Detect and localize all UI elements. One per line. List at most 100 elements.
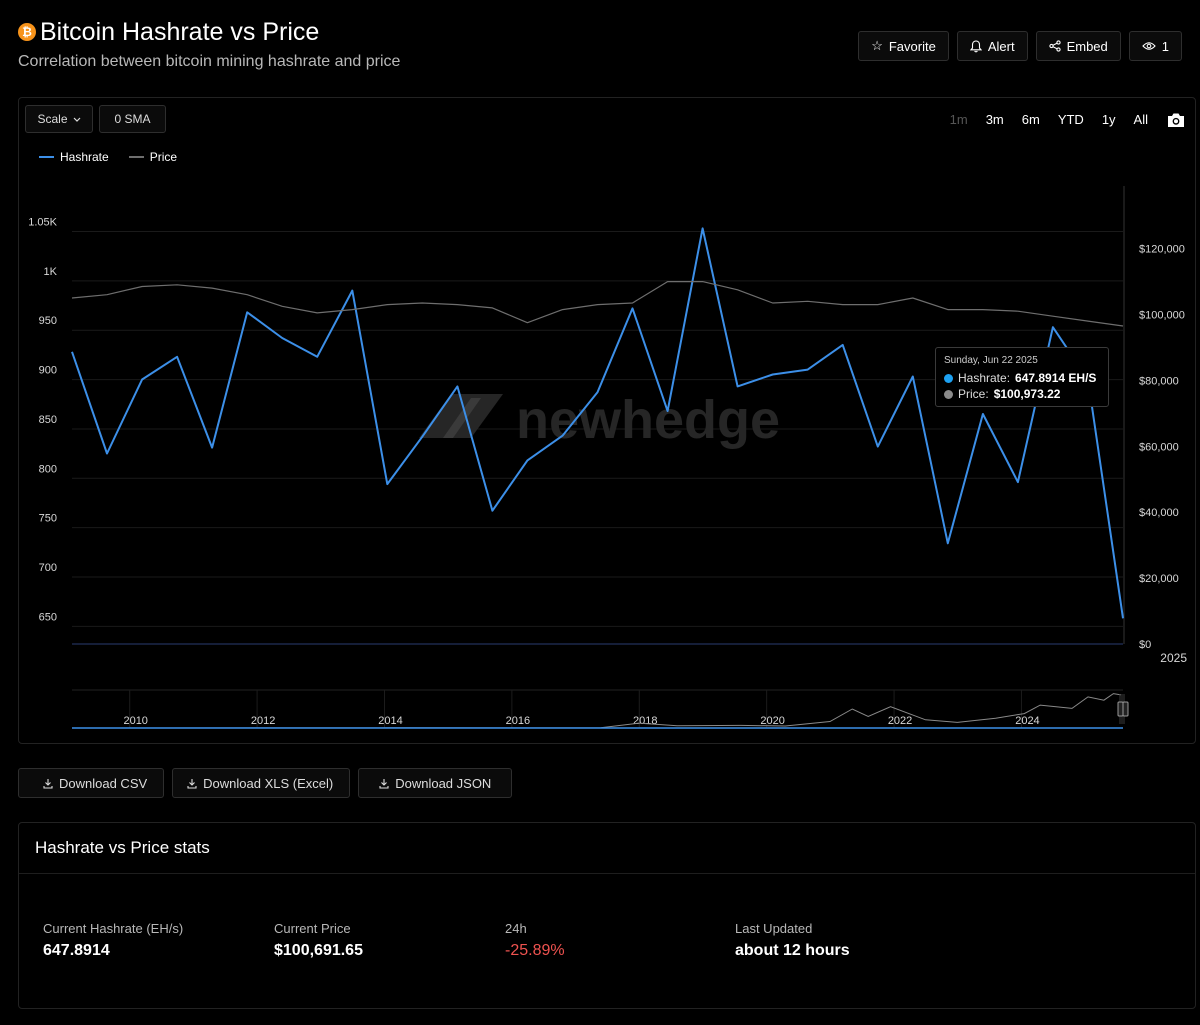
- watermark: newhedge: [419, 390, 780, 450]
- download-xls-button[interactable]: Download XLS (Excel): [172, 768, 351, 798]
- navigator-tick-label: 2018: [633, 715, 657, 727]
- navigator-price-line: [71, 693, 1122, 729]
- download-row: Download CSV Download XLS (Excel) Downlo…: [18, 768, 513, 798]
- y-right-tick-label: $120,000: [1139, 244, 1185, 256]
- navigator-tick-label: 2012: [251, 715, 275, 727]
- stat-hashrate-value: 647.8914: [43, 942, 110, 959]
- stat-change-value: -25.89%: [505, 942, 565, 959]
- navigator-tick-label: 2014: [378, 715, 402, 727]
- download-csv-button[interactable]: Download CSV: [18, 768, 165, 798]
- y-left-tick-label: 800: [39, 463, 57, 475]
- alert-label: Alert: [987, 38, 1015, 54]
- navigator-handle[interactable]: [1117, 701, 1124, 717]
- stat-updated-label: Last Updated: [735, 921, 813, 936]
- download-json-label: Download JSON: [395, 775, 492, 791]
- range-all[interactable]: All: [1133, 112, 1148, 127]
- y-left-tick-label: 900: [39, 365, 57, 377]
- download-csv-label: Download CSV: [59, 775, 148, 791]
- y-left-tick-label: 950: [39, 315, 57, 327]
- navigator-tick-label: 2010: [123, 715, 147, 727]
- tooltip-hashrate-row: Hashrate: 647.8914 EH/S: [944, 371, 1100, 385]
- range-selector: 1m 3m 6m YTD 1y All: [941, 108, 1185, 132]
- tooltip-hashrate-dot: [944, 373, 953, 383]
- watermark-text: newhedge: [516, 390, 780, 450]
- y-right-tick-label: $40,000: [1139, 507, 1179, 519]
- chart-canvas: newhedge 650 700 750 800 850 900 950 1K 1.05K $0 $…: [28, 186, 1187, 729]
- stats-divider: [19, 873, 1195, 874]
- download-icon: [187, 778, 197, 789]
- range-3m[interactable]: 3m: [985, 112, 1004, 127]
- sma-label: 0 SMA: [114, 112, 151, 126]
- stat-hashrate: Current Hashrate (EH/s) 647.8914: [43, 921, 183, 960]
- chevron-down-icon: [73, 117, 80, 122]
- bell-icon: [969, 39, 982, 52]
- alert-button[interactable]: Alert: [956, 31, 1028, 61]
- tooltip-price-value: $100,973.22: [993, 387, 1061, 401]
- page-subtitle: Correlation between bitcoin mining hashr…: [18, 53, 401, 70]
- stat-price-value: $100,691.65: [274, 942, 363, 959]
- range-1m[interactable]: 1m: [949, 112, 968, 127]
- views-button[interactable]: 1: [1128, 31, 1182, 61]
- page-header: ₿ Bitcoin Hashrate vs Price Correlation …: [18, 18, 1182, 78]
- stat-updated-value: about 12 hours: [735, 942, 850, 959]
- download-xls-label: Download XLS (Excel): [203, 775, 334, 791]
- tooltip-price-label: Price:: [958, 387, 989, 401]
- favorite-button[interactable]: ☆ Favorite: [858, 31, 949, 61]
- embed-button[interactable]: Embed: [1035, 31, 1121, 61]
- series-line-price: [71, 281, 1124, 327]
- stats-panel: Hashrate vs Price stats Current Hashrate…: [18, 822, 1196, 1009]
- x-tick-label: 2025: [1160, 651, 1187, 665]
- range-6m[interactable]: 6m: [1021, 112, 1040, 127]
- stat-hashrate-label: Current Hashrate (EH/s): [43, 921, 184, 936]
- y-left-tick-label: 750: [39, 513, 57, 525]
- tooltip-hashrate-value: 647.8914 EH/S: [1015, 371, 1097, 385]
- download-json-button[interactable]: Download JSON: [358, 768, 513, 798]
- tooltip-price-dot: [944, 389, 953, 399]
- y-right-tick-label: $100,000: [1139, 310, 1185, 322]
- legend-hashrate[interactable]: Hashrate: [39, 150, 109, 164]
- stat-change: 24h -25.89%: [505, 921, 565, 960]
- legend-swatch-hashrate: [39, 156, 54, 158]
- newhedge-logo-icon-accent: [443, 398, 481, 438]
- navigator-tick-label: 2024: [1015, 715, 1039, 727]
- bitcoin-icon: ₿: [18, 23, 36, 41]
- share-icon: [1048, 40, 1061, 52]
- favorite-label: Favorite: [888, 38, 936, 54]
- download-icon: [379, 778, 389, 789]
- range-1y[interactable]: 1y: [1101, 112, 1116, 127]
- scale-label: Scale: [37, 112, 68, 126]
- stat-updated: Last Updated about 12 hours: [735, 921, 850, 960]
- range-ytd[interactable]: YTD: [1057, 112, 1084, 127]
- stat-price: Current Price $100,691.65: [274, 921, 363, 960]
- y-left-tick-label: 1.05K: [28, 217, 57, 229]
- navigator-handle[interactable]: [1122, 701, 1129, 717]
- series-line-hashrate: [71, 227, 1124, 619]
- tooltip-price-row: Price: $100,973.22: [944, 387, 1100, 401]
- sma-button[interactable]: 0 SMA: [99, 105, 166, 133]
- star-icon: ☆: [871, 38, 883, 53]
- y-right-tick-label: $0: [1139, 639, 1151, 651]
- legend-swatch-price: [128, 156, 144, 158]
- y-right-tick-label: $60,000: [1139, 441, 1179, 453]
- y-left-tick-label: 1K: [44, 266, 58, 278]
- legend-label-price: Price: [149, 150, 178, 164]
- navigator-tick-label: 2016: [506, 715, 530, 727]
- legend-price[interactable]: Price: [128, 150, 178, 164]
- stats-title: Hashrate vs Price stats: [35, 838, 210, 857]
- scale-dropdown[interactable]: Scale: [25, 105, 93, 133]
- legend-label-hashrate: Hashrate: [60, 150, 109, 164]
- chart-panel: newhedge 650 700 750 800 850 900 950 1K 1.05K $0 $…: [18, 97, 1196, 744]
- y-right-tick-label: $80,000: [1139, 375, 1179, 387]
- camera-icon[interactable]: [1167, 112, 1185, 128]
- y-left-tick-label: 650: [39, 611, 57, 623]
- navigator[interactable]: 2010 2012 2014 2016 2018 2020 2022 2024: [71, 689, 1129, 729]
- views-count: 1: [1161, 38, 1169, 54]
- tooltip-date: Sunday, Jun 22 2025: [944, 355, 1038, 366]
- download-icon: [43, 778, 53, 789]
- page-title: Bitcoin Hashrate vs Price: [40, 18, 320, 46]
- y-left-tick-label: 700: [39, 562, 57, 574]
- tooltip-hashrate-label: Hashrate:: [958, 371, 1011, 385]
- chart-legend: Hashrate Price: [39, 150, 177, 164]
- chart-tooltip: Sunday, Jun 22 2025 Hashrate: 647.8914 E…: [935, 347, 1109, 407]
- eye-icon: [1142, 42, 1156, 50]
